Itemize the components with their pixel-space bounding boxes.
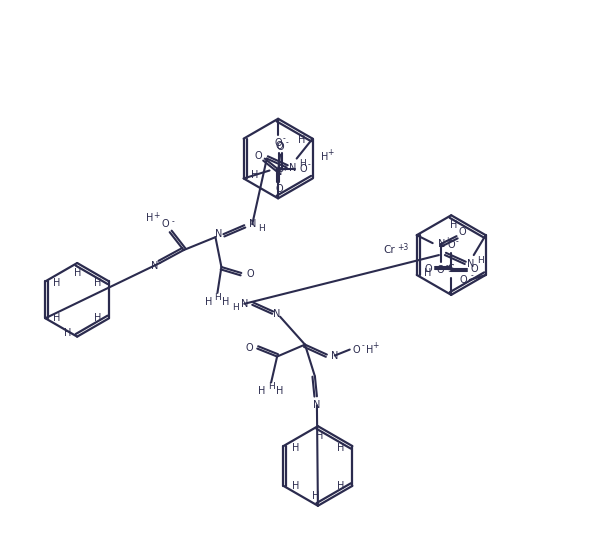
Text: H: H bbox=[477, 256, 483, 264]
Text: H: H bbox=[64, 328, 71, 337]
Text: H: H bbox=[337, 443, 344, 453]
Text: H: H bbox=[450, 220, 457, 230]
Text: N: N bbox=[313, 400, 321, 410]
Text: N: N bbox=[273, 309, 281, 319]
Text: H: H bbox=[251, 170, 258, 180]
Text: H: H bbox=[268, 382, 275, 391]
Text: N: N bbox=[438, 239, 445, 249]
Text: -: - bbox=[172, 217, 174, 226]
Text: H: H bbox=[214, 293, 221, 302]
Text: N: N bbox=[276, 168, 283, 177]
Text: H: H bbox=[75, 268, 82, 278]
Text: H: H bbox=[95, 278, 102, 288]
Text: O: O bbox=[276, 142, 284, 152]
Text: O: O bbox=[255, 151, 262, 161]
Text: H: H bbox=[232, 303, 240, 312]
Text: +: + bbox=[281, 164, 287, 173]
Text: H: H bbox=[205, 297, 212, 307]
Text: -: - bbox=[445, 262, 448, 271]
Text: O: O bbox=[246, 269, 254, 279]
Text: O: O bbox=[162, 219, 170, 229]
Text: +3: +3 bbox=[397, 242, 408, 252]
Text: +: + bbox=[327, 148, 334, 157]
Text: H: H bbox=[320, 152, 328, 162]
Text: N: N bbox=[241, 299, 248, 309]
Text: H: H bbox=[337, 481, 344, 491]
Text: -: - bbox=[308, 160, 311, 169]
Text: O: O bbox=[470, 264, 478, 274]
Text: H: H bbox=[299, 159, 305, 168]
Text: O: O bbox=[276, 140, 284, 151]
Text: H: H bbox=[258, 387, 265, 396]
Text: N: N bbox=[467, 259, 474, 269]
Text: -: - bbox=[471, 271, 474, 280]
Text: H: H bbox=[366, 344, 373, 355]
Text: H: H bbox=[292, 443, 299, 453]
Text: -: - bbox=[286, 138, 288, 147]
Text: S: S bbox=[448, 264, 455, 274]
Text: H: H bbox=[316, 431, 324, 441]
Text: -: - bbox=[283, 134, 285, 143]
Text: +: + bbox=[373, 341, 379, 350]
Text: -: - bbox=[361, 341, 364, 350]
Text: S: S bbox=[276, 163, 283, 174]
Text: H: H bbox=[95, 313, 102, 323]
Text: N: N bbox=[249, 219, 256, 229]
Text: O: O bbox=[459, 227, 467, 237]
Text: O: O bbox=[437, 265, 444, 275]
Text: O: O bbox=[300, 163, 307, 174]
Text: O: O bbox=[353, 344, 361, 355]
Text: H: H bbox=[312, 491, 320, 501]
Text: -: - bbox=[456, 237, 459, 246]
Text: H: H bbox=[52, 313, 60, 323]
Text: H: H bbox=[52, 278, 60, 288]
Text: H: H bbox=[146, 213, 154, 223]
Text: O: O bbox=[276, 184, 284, 194]
Text: H: H bbox=[298, 135, 305, 145]
Text: H: H bbox=[222, 297, 229, 307]
Text: N: N bbox=[331, 350, 338, 360]
Text: O: O bbox=[246, 343, 253, 352]
Text: O: O bbox=[424, 264, 432, 274]
Text: H: H bbox=[424, 268, 432, 278]
Text: +: + bbox=[154, 211, 160, 220]
Text: Cr: Cr bbox=[383, 245, 396, 255]
Text: O: O bbox=[447, 240, 455, 250]
Text: N: N bbox=[215, 229, 222, 239]
Text: H: H bbox=[276, 387, 284, 396]
Text: N: N bbox=[289, 162, 296, 172]
Text: O: O bbox=[275, 138, 282, 147]
Text: N: N bbox=[151, 261, 158, 271]
Text: +: + bbox=[444, 235, 451, 245]
Text: O: O bbox=[460, 275, 468, 285]
Text: H: H bbox=[258, 224, 265, 233]
Text: H: H bbox=[292, 481, 299, 491]
